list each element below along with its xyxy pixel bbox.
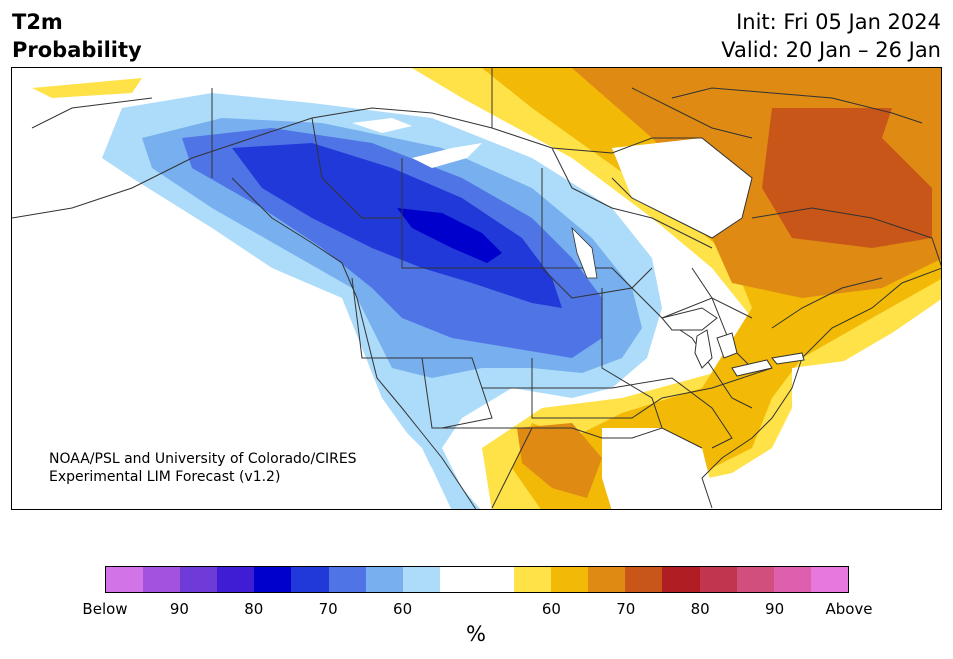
colorbar-segment: [625, 567, 663, 592]
colorbar-segment: [588, 567, 626, 592]
chart-title: T2m Probability: [12, 8, 142, 64]
colorbar-tick-label: 80: [690, 600, 710, 618]
colorbar-tick-label: 90: [765, 600, 785, 618]
colorbar-segment: [699, 567, 737, 592]
blue-75-region: [232, 143, 562, 308]
lake-winnipeg: [571, 226, 598, 279]
warm-55-alaska: [32, 78, 142, 98]
title-line-2: Probability: [12, 38, 142, 62]
colorbar-segment: [439, 567, 477, 592]
colorbar-segment: [736, 567, 774, 592]
init-date: Init: Fri 05 Jan 2024: [736, 10, 941, 34]
colorbar-unit: %: [466, 622, 486, 646]
colorbar: [105, 566, 849, 593]
colorbar-segment: [365, 567, 403, 592]
colorbar-tick-label: 60: [541, 600, 561, 618]
credit-line-2: Experimental LIM Forecast (v1.2): [49, 469, 281, 485]
credit-annotation: NOAA/PSL and University of Colorado/CIRE…: [49, 450, 357, 486]
colorbar-tick-label: 90: [169, 600, 189, 618]
colorbar-segment: [476, 567, 515, 592]
colorbar-segment: [143, 567, 181, 592]
coastline-borders: [12, 68, 941, 509]
colorbar-tick-label: 80: [244, 600, 264, 618]
colorbar-segment: [217, 567, 255, 592]
colorbar-tick-label: 70: [616, 600, 636, 618]
map-canvas: [12, 68, 941, 509]
colorbar-segment: [180, 567, 218, 592]
colorbar-segment: [551, 567, 589, 592]
gulf-of-mexico: [602, 428, 712, 509]
warm-70-region: [762, 108, 932, 248]
atlantic-ocean: [733, 348, 941, 509]
colorbar-tick-label: Below: [82, 600, 128, 618]
colorbar-segment: [662, 567, 700, 592]
colorbar-tick-label: 60: [393, 600, 413, 618]
colorbar-segment: [514, 567, 552, 592]
colorbar-tick-label: Above: [825, 600, 873, 618]
pacific-ocean: [12, 218, 452, 509]
colorbar-segment: [810, 567, 848, 592]
great-lakes: [661, 307, 805, 377]
great-slave-lake: [412, 143, 482, 168]
colorbar-segment: [106, 567, 144, 592]
colorbar-segment: [291, 567, 329, 592]
great-bear-lake: [352, 118, 412, 133]
title-line-1: T2m: [12, 10, 63, 34]
colorbar-tick-label: 70: [318, 600, 338, 618]
valid-range: Valid: 20 Jan – 26 Jan: [721, 38, 941, 62]
colorbar-segment: [328, 567, 366, 592]
colorbar-segment: [773, 567, 811, 592]
blue-80-region: [397, 208, 502, 263]
colorbar-segment: [402, 567, 440, 592]
forecast-map: [11, 67, 942, 510]
colorbar-ticks: Below 90 80 70 60 60 70 80 90 Above: [82, 600, 872, 620]
warm-65-south: [517, 423, 602, 498]
hudson-bay: [612, 138, 752, 238]
credit-line-1: NOAA/PSL and University of Colorado/CIRE…: [49, 451, 357, 467]
date-info: Init: Fri 05 Jan 2024 Valid: 20 Jan – 26…: [721, 8, 941, 64]
colorbar-segment: [254, 567, 292, 592]
